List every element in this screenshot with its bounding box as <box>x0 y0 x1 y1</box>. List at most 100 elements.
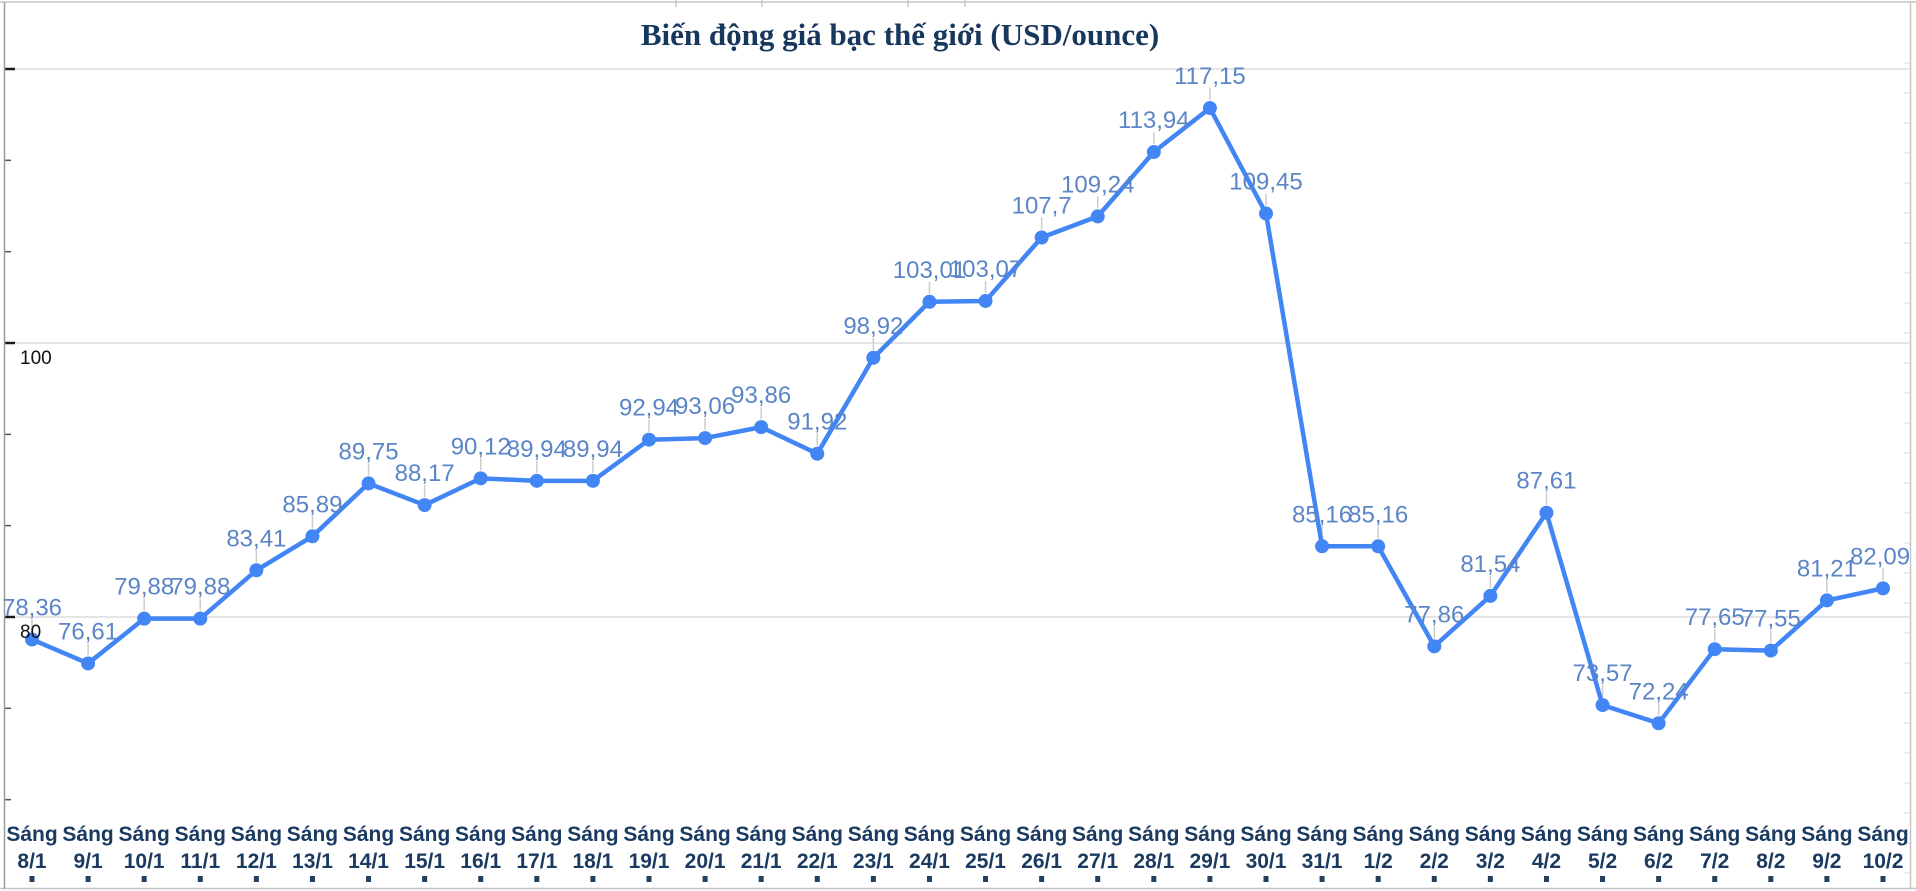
data-point <box>1371 539 1386 554</box>
x-label-prefix: Sáng <box>792 823 843 846</box>
data-label: 85,16 <box>1292 501 1352 528</box>
y-axis-labels: 100 80 <box>20 348 52 643</box>
data-point <box>1034 230 1049 245</box>
data-label: 93,06 <box>675 393 735 420</box>
x-label-date: 25/1 <box>965 850 1006 873</box>
data-label: 89,94 <box>507 436 567 463</box>
data-point <box>1763 643 1778 658</box>
data-point <box>1315 539 1330 554</box>
data-label: 90,12 <box>451 433 511 460</box>
y-axis-ticks <box>4 67 15 801</box>
x-label-prefix: Sáng <box>6 823 57 846</box>
x-label-date: 23/1 <box>853 850 894 873</box>
data-label: 81,21 <box>1797 555 1857 582</box>
x-tick-dot <box>1656 876 1662 882</box>
x-tick-dot <box>1319 876 1325 882</box>
x-tick-dot <box>1768 876 1774 882</box>
x-label-prefix: Sáng <box>62 823 113 846</box>
data-point <box>361 476 376 491</box>
data-label: 92,94 <box>619 395 679 422</box>
x-label-date: 5/2 <box>1588 850 1617 873</box>
data-label: 98,92 <box>843 313 903 340</box>
x-tick-dot <box>1487 876 1493 882</box>
x-label-date: 11/1 <box>180 850 220 873</box>
x-label-date: 20/1 <box>685 850 726 873</box>
x-label-prefix: Sáng <box>119 823 170 846</box>
x-tick-dot <box>1600 876 1606 882</box>
x-tick-dot <box>1880 876 1886 882</box>
x-label-prefix: Sáng <box>848 823 899 846</box>
x-tick-dot <box>1431 876 1437 882</box>
data-point <box>305 529 320 544</box>
data-label: 85,16 <box>1348 501 1408 528</box>
x-label-prefix: Sáng <box>1072 823 1123 846</box>
x-label-prefix: Sáng <box>1521 823 1572 846</box>
data-point <box>1427 639 1442 654</box>
x-label-date: 8/1 <box>17 850 47 873</box>
x-label-prefix: Sáng <box>1353 823 1404 846</box>
x-tick-dot <box>983 876 989 882</box>
x-label-date: 14/1 <box>348 850 389 873</box>
x-label-date: 19/1 <box>629 850 670 873</box>
x-tick-dot <box>534 876 540 882</box>
data-label: 82,09 <box>1850 543 1910 570</box>
data-label: 83,41 <box>226 525 286 552</box>
x-label-date: 16/1 <box>460 850 501 873</box>
x-tick-dot <box>366 876 372 882</box>
data-label: 79,88 <box>170 574 230 601</box>
data-point <box>1595 698 1610 713</box>
x-tick-dot <box>590 876 596 882</box>
data-label: 103,07 <box>949 256 1022 283</box>
x-label-prefix: Sáng <box>1465 823 1516 846</box>
data-label: 89,94 <box>563 436 623 463</box>
x-tick-dot <box>29 876 35 882</box>
x-label-prefix: Sáng <box>175 823 226 846</box>
x-label-date: 24/1 <box>909 850 950 873</box>
x-label-prefix: Sáng <box>1184 823 1235 846</box>
x-label-date: 4/2 <box>1532 850 1561 873</box>
x-label-date: 18/1 <box>572 850 613 873</box>
x-tick-dot <box>1263 876 1269 882</box>
y-axis-label: 80 <box>20 622 41 643</box>
x-tick-dot <box>1543 876 1549 882</box>
x-label-prefix: Sáng <box>1296 823 1347 846</box>
x-label-prefix: Sáng <box>455 823 506 846</box>
x-tick-dot <box>197 876 203 882</box>
data-label: 73,57 <box>1573 660 1633 687</box>
x-label-date: 7/2 <box>1700 850 1729 873</box>
x-label-prefix: Sáng <box>1240 823 1291 846</box>
x-label-date: 8/2 <box>1756 850 1785 873</box>
x-tick-dot <box>1207 876 1213 882</box>
data-point <box>1483 588 1498 603</box>
data-label: 72,24 <box>1629 678 1689 705</box>
data-label: 79,88 <box>114 574 174 601</box>
x-label-date: 22/1 <box>797 850 838 873</box>
x-tick-dot <box>646 876 652 882</box>
x-tick-dot <box>1824 876 1830 882</box>
data-point <box>1539 505 1554 520</box>
x-label-prefix: Sáng <box>1016 823 1067 846</box>
x-label-prefix: Sáng <box>567 823 618 846</box>
x-label-prefix: Sáng <box>1633 823 1684 846</box>
data-point <box>1090 209 1105 224</box>
x-tick-dot <box>1095 876 1101 882</box>
x-tick-dot <box>253 876 259 882</box>
spreadsheet-edge-marks <box>675 0 1911 874</box>
x-label-date: 10/1 <box>124 850 165 873</box>
data-point <box>642 432 656 447</box>
x-label-date: 12/1 <box>236 850 277 873</box>
x-label-prefix: Sáng <box>904 823 955 846</box>
x-label-prefix: Sáng <box>1801 823 1852 846</box>
x-label-prefix: Sáng <box>1128 823 1179 846</box>
data-label: 76,61 <box>58 618 118 645</box>
data-label: 113,94 <box>1118 107 1190 134</box>
x-tick-dot <box>141 876 147 882</box>
x-tick-dot <box>870 876 876 882</box>
x-label-date: 21/1 <box>741 850 782 873</box>
data-point <box>81 656 96 671</box>
data-point <box>810 446 825 461</box>
data-point <box>473 471 488 486</box>
data-label: 77,55 <box>1741 606 1801 633</box>
